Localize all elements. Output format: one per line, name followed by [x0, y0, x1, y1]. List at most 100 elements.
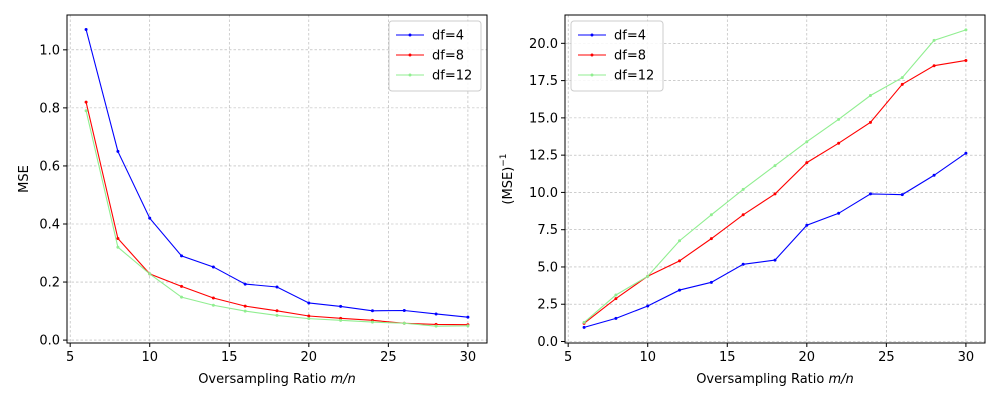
- y-tick-label: 0.4: [39, 217, 60, 232]
- legend-item: df=8: [396, 49, 464, 64]
- data-point: [805, 161, 809, 165]
- data-point: [646, 304, 650, 308]
- data-point: [116, 245, 120, 249]
- y-tick-label: 0.8: [39, 101, 60, 116]
- data-point: [773, 192, 777, 196]
- legend-swatch-marker: [408, 53, 412, 57]
- chart-panel-2: 5 10 15 20 25 30 0.0 2.5 5.0 7.5 10.0 12.5 15.0 17.5 2…: [499, 14, 986, 387]
- data-point: [466, 315, 470, 319]
- legend-label: df=4: [432, 29, 464, 44]
- y-tick-label: 10.0: [529, 186, 558, 201]
- grid: [67, 15, 487, 343]
- series-df-12: [582, 28, 968, 324]
- data-point: [275, 309, 279, 313]
- y-tick-label: 17.5: [529, 74, 558, 89]
- data-point: [243, 282, 247, 286]
- data-point: [614, 297, 618, 301]
- y-tick-label: 5.0: [537, 260, 558, 275]
- legend-swatch-marker: [408, 33, 412, 37]
- series-line: [583, 152, 967, 328]
- data-point: [180, 284, 184, 288]
- data-point: [370, 309, 374, 313]
- data-point: [709, 213, 713, 217]
- data-point: [307, 301, 311, 305]
- data-point: [84, 28, 88, 32]
- legend-item: df=4: [396, 29, 464, 44]
- plot-frame: [66, 14, 488, 344]
- data-point: [275, 313, 279, 317]
- y-tick-label: 2.5: [537, 298, 558, 313]
- data-point: [741, 187, 745, 191]
- data-point: [964, 151, 968, 155]
- x-tick-label: 20: [301, 350, 318, 365]
- data-point: [709, 280, 713, 284]
- data-point: [211, 303, 215, 307]
- data-point: [339, 318, 343, 322]
- legend-label: df=8: [614, 49, 646, 64]
- y-axis: 0.0 0.2 0.4 0.6 0.8 1.0: [39, 43, 67, 349]
- x-tick-label: 25: [380, 350, 397, 365]
- data-point: [932, 173, 936, 177]
- data-point: [148, 216, 152, 220]
- data-point: [964, 58, 968, 62]
- x-tick-label: 10: [141, 350, 158, 365]
- series-df-4: [582, 151, 968, 329]
- data-point: [900, 193, 904, 197]
- data-point: [402, 308, 406, 312]
- data-point: [180, 254, 184, 258]
- data-point: [243, 309, 247, 313]
- data-point: [932, 38, 936, 42]
- x-tick-label: 20: [799, 350, 816, 365]
- data-point: [964, 28, 968, 32]
- y-tick-label: 15.0: [529, 111, 558, 126]
- chart-panel-1: 5 10 15 20 25 30 0.0 0.2 0.4 0.6 0.8 1.0 Oversamplin…: [17, 14, 488, 387]
- data-point: [837, 117, 841, 121]
- y-tick-label: 0.0: [537, 335, 558, 350]
- data-point: [773, 164, 777, 168]
- data-point: [582, 320, 586, 324]
- legend-item: df=12: [578, 69, 654, 84]
- data-point: [773, 258, 777, 262]
- data-point: [180, 295, 184, 299]
- legend-label: df=12: [614, 69, 654, 84]
- data-point: [900, 76, 904, 80]
- data-point: [275, 285, 279, 289]
- y-tick-label: 0.2: [39, 276, 60, 291]
- plot-frame: [564, 14, 986, 344]
- y-tick-label: 0.0: [39, 334, 60, 349]
- y-tick-label: 20.0: [529, 37, 558, 52]
- x-axis: 5 10 15 20 25 30: [66, 343, 476, 365]
- series-line: [85, 110, 468, 327]
- data-point: [148, 272, 152, 276]
- series-df-8: [582, 58, 968, 325]
- data-point: [211, 296, 215, 300]
- legend-box: [388, 20, 482, 92]
- data-point: [84, 100, 88, 104]
- legend-label: df=8: [432, 49, 464, 64]
- data-point: [646, 274, 650, 278]
- data-point: [434, 324, 438, 328]
- data-point: [582, 325, 586, 329]
- x-axis-label: Oversampling Ratio m/n: [198, 372, 356, 387]
- legend-label: df=4: [614, 29, 646, 44]
- legend: df=4 df=8 df=12: [570, 20, 664, 92]
- x-tick-label: 30: [460, 350, 477, 365]
- x-tick-label: 30: [958, 350, 975, 365]
- data-point: [868, 120, 872, 124]
- data-point: [116, 237, 120, 241]
- legend-box: [570, 20, 664, 92]
- legend-swatch-marker: [590, 73, 594, 77]
- y-axis-label: (MSE)−1: [499, 153, 516, 204]
- data-point: [339, 304, 343, 308]
- legend: df=4 df=8 df=12: [388, 20, 482, 92]
- series-df-4: [84, 28, 470, 319]
- data-point: [116, 149, 120, 153]
- data-point: [614, 293, 618, 297]
- y-axis: 0.0 2.5 5.0 7.5 10.0 12.5 15.0 17.5 20.0: [529, 37, 565, 350]
- y-tick-label: 12.5: [529, 149, 558, 164]
- data-point: [741, 213, 745, 217]
- x-tick-label: 5: [564, 350, 572, 365]
- legend-item: df=4: [578, 29, 646, 44]
- x-tick-label: 15: [719, 350, 736, 365]
- data-point: [678, 259, 682, 263]
